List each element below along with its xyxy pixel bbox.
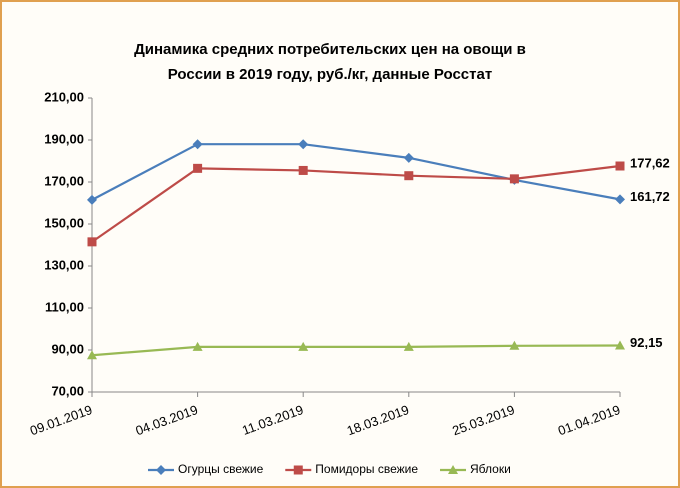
- y-tick-label: 170,00: [44, 173, 84, 188]
- y-tick-label: 210,00: [44, 89, 84, 104]
- y-tick-label: 150,00: [44, 215, 84, 230]
- chart-title: России в 2019 году, руб./кг, данные Росс…: [168, 66, 492, 83]
- data-label: 177,62: [630, 155, 670, 170]
- legend-label: Яблоки: [470, 462, 511, 476]
- point: [299, 166, 308, 175]
- legend-label: Помидоры свежие: [315, 462, 418, 476]
- legend-label: Огурцы свежие: [178, 462, 264, 476]
- chart: Динамика средних потребительских цен на …: [0, 0, 680, 488]
- point: [404, 171, 413, 180]
- point: [88, 237, 97, 246]
- y-tick-label: 70,00: [51, 383, 84, 398]
- y-tick-label: 90,00: [51, 341, 84, 356]
- data-label: 92,15: [630, 335, 663, 350]
- y-tick-label: 190,00: [44, 131, 84, 146]
- y-tick-label: 130,00: [44, 257, 84, 272]
- chart-title: Динамика средних потребительских цен на …: [134, 41, 526, 58]
- y-tick-label: 110,00: [45, 299, 84, 314]
- point: [616, 161, 625, 170]
- legend-marker: [294, 466, 303, 475]
- point: [510, 174, 519, 183]
- data-label: 161,72: [630, 189, 670, 204]
- point: [193, 164, 202, 173]
